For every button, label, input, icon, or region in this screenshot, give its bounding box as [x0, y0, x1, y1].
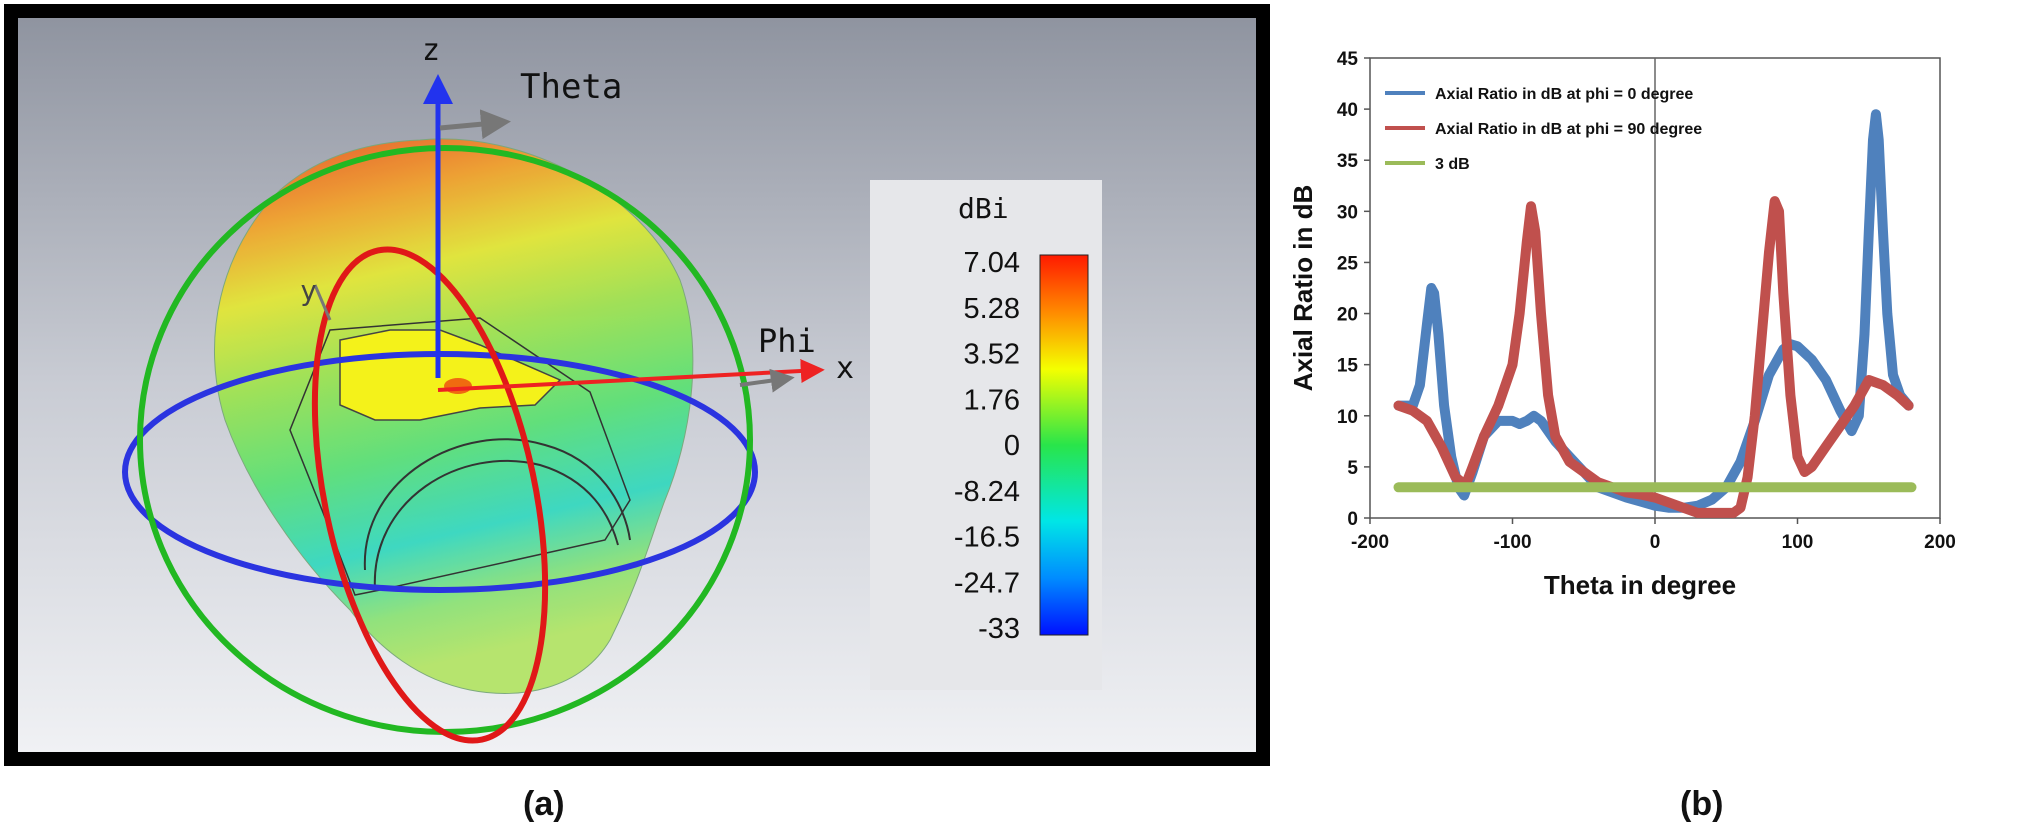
colorbar-tick-label: 0: [1004, 430, 1020, 462]
phi-label: Phi: [758, 322, 816, 360]
colorbar-tick-label: 5.28: [964, 293, 1020, 325]
y-tick-label: 5: [1347, 458, 1358, 479]
x-axis-title: Theta in degree: [1544, 570, 1736, 600]
y-tick-label: 0: [1347, 509, 1358, 530]
theta-direction-arrow: [439, 109, 511, 140]
y-tick-label: 45: [1337, 49, 1359, 70]
theta-ring-red: [311, 246, 549, 744]
colorbar-unit: dBi: [958, 192, 1009, 225]
axial-ratio-chart: 0 5 10 15 20 25 30 35 40 45 -200 -100 0 100 200 Theta i…: [1288, 49, 1956, 600]
colorbar-tick-label: -8.24: [954, 476, 1020, 508]
colorbar-tick-label: 1.76: [964, 384, 1020, 416]
legend-entry-label: Axial Ratio in dB at phi = 0 degree: [1435, 86, 1693, 103]
x-tick-label: -100: [1493, 532, 1531, 553]
colorbar-tick-label: 7.04: [964, 247, 1020, 279]
antenna-substrate: [289, 317, 631, 596]
colorbar-tick-label: 3.52: [964, 339, 1020, 371]
y-tick-label: 40: [1337, 100, 1358, 121]
colorbar-tick-label: -33: [978, 613, 1020, 645]
feed-point: [444, 378, 472, 394]
y-tick-label: 30: [1337, 202, 1358, 223]
y-tick-label: 15: [1337, 356, 1359, 377]
theta-label: Theta: [520, 67, 622, 107]
series-phi-90-line: [1393, 196, 1914, 518]
y-axis-label: y: [300, 274, 317, 307]
ground-arc-inner: [373, 459, 619, 591]
y-axis: [313, 284, 332, 321]
y-tick-label: 35: [1337, 151, 1359, 172]
radiation-pattern-figure: z Theta Phi x y dBi 7.04 5.28 3.52 1.76 0 -8.…: [4, 4, 1270, 766]
legend-entry-label: 3 dB: [1435, 156, 1470, 173]
colorbar-tick-label: -24.7: [954, 567, 1020, 599]
legend-entry-label: Axial Ratio in dB at phi = 90 degree: [1435, 121, 1702, 138]
x-tick-label: 100: [1782, 532, 1814, 553]
axial-ratio-chart-panel: 0 5 10 15 20 25 30 35 40 45 -200 -100 0 100 200 Theta i…: [1288, 0, 2031, 770]
y-tick-label: 20: [1337, 305, 1358, 326]
y-tick-label: 10: [1337, 407, 1358, 428]
z-axis-label: z: [422, 33, 440, 68]
y-axis-title: Axial Ratio in dB: [1290, 185, 1318, 392]
colorbar-ticks: 7.04 5.28 3.52 1.76 0 -8.24 -16.5 -24.7 -33: [954, 247, 1020, 645]
colorbar-gradient: [1039, 254, 1089, 636]
phi-direction-arrow: [739, 368, 795, 393]
y-tick-label: 25: [1337, 253, 1359, 274]
colorbar-tick-label: -16.5: [954, 522, 1020, 554]
x-tick-label: 200: [1924, 532, 1956, 553]
radiation-pattern-panel: z Theta Phi x y dBi 7.04 5.28 3.52 1.76 0 -8.…: [4, 4, 1270, 766]
caption-b: (b): [1680, 785, 1724, 823]
x-tick-label: -200: [1351, 532, 1389, 553]
caption-a: (a): [523, 785, 565, 823]
x-tick-label: 0: [1650, 532, 1661, 553]
x-axis: [437, 359, 825, 392]
x-axis-label: x: [836, 351, 854, 386]
ground-arc-outer: [363, 438, 631, 571]
